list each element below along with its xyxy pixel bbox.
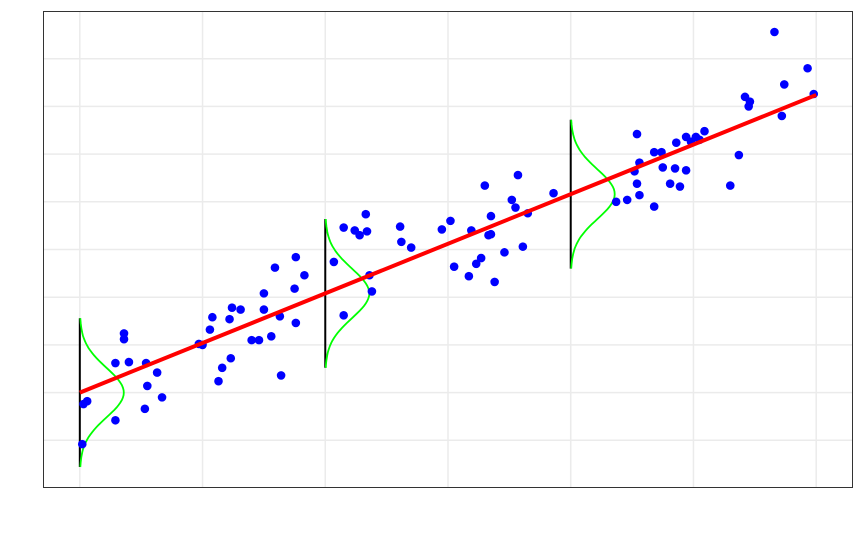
point	[339, 311, 348, 320]
point	[464, 271, 474, 281]
point	[449, 262, 459, 271]
point	[658, 163, 668, 172]
point	[339, 223, 348, 232]
point	[157, 393, 167, 402]
point	[700, 126, 709, 136]
point	[259, 305, 269, 314]
point	[290, 284, 299, 293]
point	[671, 138, 681, 147]
point	[745, 97, 755, 106]
point	[649, 202, 659, 211]
point	[208, 312, 217, 322]
point	[681, 166, 691, 175]
point	[395, 222, 405, 231]
plot-border	[43, 11, 853, 488]
point	[259, 289, 269, 298]
point	[406, 243, 416, 252]
point	[111, 415, 120, 425]
point	[291, 252, 301, 262]
marks	[77, 27, 819, 468]
point	[803, 63, 812, 73]
fit-line	[79, 93, 817, 395]
point	[217, 363, 227, 373]
grid	[43, 11, 853, 488]
point	[205, 325, 215, 334]
point	[476, 253, 486, 263]
point	[770, 27, 779, 37]
point	[632, 129, 642, 139]
point	[276, 371, 286, 380]
point	[513, 170, 523, 180]
point	[657, 147, 666, 157]
point	[549, 188, 558, 198]
point	[635, 190, 644, 200]
point	[214, 376, 223, 386]
point	[518, 242, 528, 251]
point	[611, 197, 621, 207]
point	[266, 332, 276, 341]
point	[227, 303, 237, 312]
point	[490, 277, 499, 287]
point	[143, 381, 152, 391]
point	[111, 358, 120, 368]
point	[665, 179, 675, 188]
point	[124, 357, 134, 367]
point	[471, 259, 481, 269]
point	[670, 164, 680, 173]
point	[119, 334, 129, 344]
point	[355, 230, 364, 240]
point	[500, 248, 509, 257]
point	[779, 80, 789, 89]
point	[152, 368, 162, 377]
point	[622, 195, 632, 205]
point	[675, 182, 685, 191]
point	[247, 335, 256, 345]
point	[777, 111, 787, 121]
point	[291, 318, 301, 328]
point	[77, 439, 87, 449]
point	[486, 229, 496, 239]
point	[254, 335, 264, 345]
point	[446, 216, 455, 226]
point	[329, 257, 339, 267]
point	[270, 263, 280, 272]
point	[507, 195, 517, 205]
point	[725, 181, 735, 190]
point	[362, 227, 372, 236]
point	[367, 287, 377, 296]
point	[437, 225, 447, 234]
point	[236, 305, 245, 314]
point	[361, 209, 371, 219]
point	[140, 404, 150, 414]
point	[225, 314, 234, 324]
point	[734, 150, 744, 160]
point	[486, 211, 496, 221]
point	[397, 237, 406, 247]
point	[226, 353, 236, 363]
point	[300, 270, 309, 280]
point	[82, 396, 92, 406]
point	[480, 181, 490, 190]
point	[511, 203, 520, 212]
density-curve	[570, 119, 616, 269]
point	[632, 179, 642, 188]
point	[649, 147, 659, 157]
